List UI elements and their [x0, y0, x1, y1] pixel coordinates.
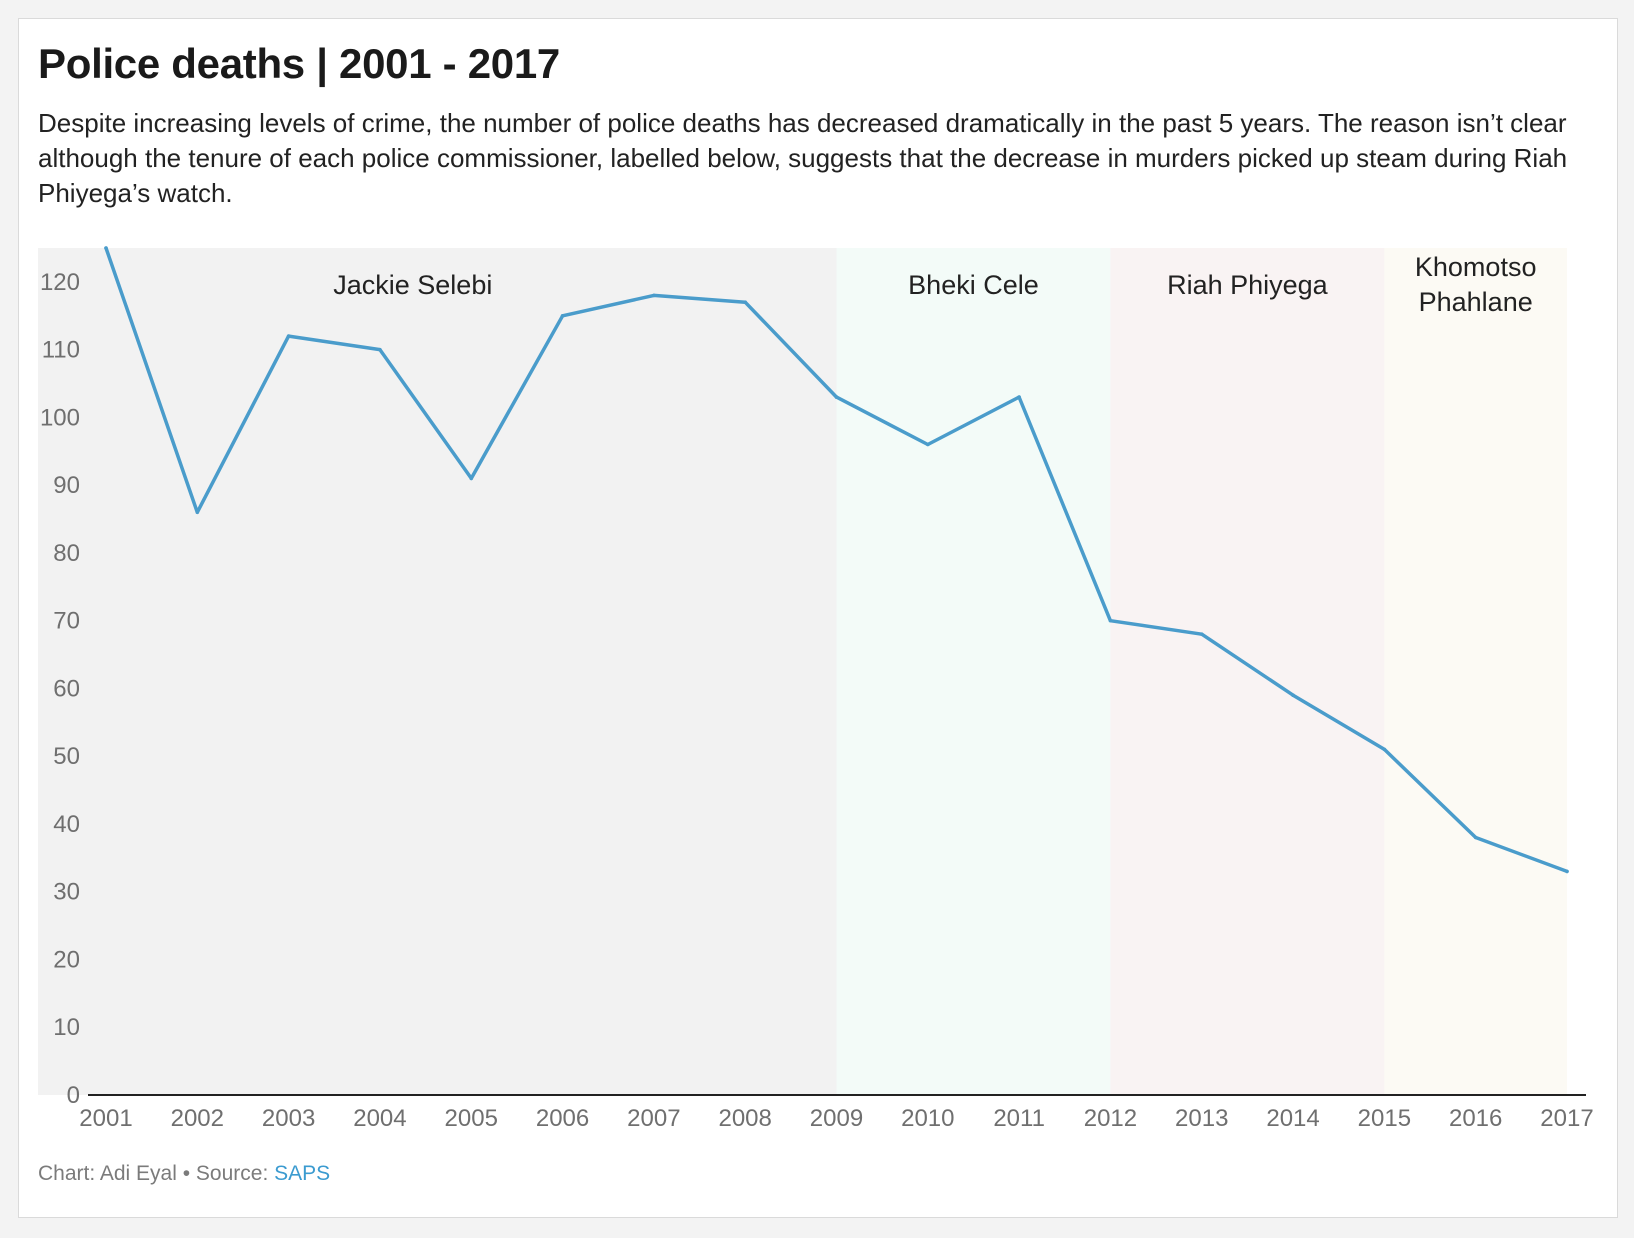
y-tick-label: 50: [53, 743, 80, 770]
data-point-2015: [1382, 747, 1387, 752]
x-tick-label: 2005: [445, 1105, 498, 1132]
commissioner-bands: [38, 248, 1567, 1095]
x-tick-label: 2015: [1358, 1105, 1411, 1132]
band-3: [1384, 248, 1567, 1095]
data-point-2007: [652, 293, 656, 298]
data-point-2017: [1565, 869, 1569, 874]
band-2: [1110, 248, 1385, 1095]
data-point-2011: [1017, 395, 1021, 399]
x-tick-label: 2007: [627, 1105, 680, 1132]
y-tick-label: 100: [40, 404, 80, 431]
chart-footer: Chart: Adi Eyal • Source: SAPS: [38, 1162, 330, 1186]
y-tick-label: 10: [53, 1014, 80, 1041]
data-point-2013: [1199, 632, 1204, 637]
data-point-2012: [1108, 618, 1113, 623]
x-tick-label: 2017: [1540, 1105, 1593, 1132]
data-point-2010: [926, 442, 930, 447]
x-tick-label: 2011: [993, 1105, 1045, 1132]
band-label-0: Jackie Selebi: [333, 270, 492, 300]
band-0: [38, 248, 837, 1095]
band-label-3: Khomotso Phahlane: [1415, 252, 1537, 317]
x-tick-label: 2004: [353, 1105, 406, 1132]
data-point-2008: [743, 300, 747, 305]
commissioner-labels: Jackie Selebi Bheki Cele Riah Phiyega Khomo…: [333, 252, 1536, 317]
y-tick-label: 40: [53, 811, 80, 838]
x-tick-label: 2016: [1449, 1105, 1502, 1132]
band-label-1: Bheki Cele: [908, 270, 1039, 300]
data-point-2002: [195, 510, 200, 515]
x-tick-label: 2012: [1084, 1105, 1137, 1132]
y-tick-label: 20: [53, 946, 80, 973]
y-tick-label: 30: [53, 879, 80, 906]
band-label-2: Riah Phiyega: [1167, 270, 1329, 300]
x-axis: 2001 2002 2003 2004 2005 2006 2007 2008 2009 2010…: [79, 1094, 1594, 1132]
x-tick-label: 2002: [171, 1105, 224, 1132]
x-tick-label: 2001: [79, 1105, 132, 1132]
data-point-2016: [1473, 835, 1478, 840]
y-tick-label: 110: [42, 337, 80, 364]
y-tick-label: 120: [40, 269, 80, 296]
x-tick-label: 2009: [810, 1105, 863, 1132]
y-tick-label: 60: [53, 675, 80, 702]
police-deaths-series: [104, 246, 1569, 874]
y-tick-label: 0: [67, 1082, 80, 1109]
y-tick-label: 70: [53, 608, 80, 635]
data-point-2009: [834, 395, 839, 399]
data-point-2003: [286, 334, 291, 338]
x-tick-label: 2003: [262, 1105, 315, 1132]
data-point-2006: [560, 313, 565, 318]
x-tick-label: 2006: [536, 1105, 589, 1132]
y-tick-label: 80: [53, 540, 80, 567]
data-point-2014: [1291, 693, 1295, 698]
x-tick-label: 2014: [1266, 1105, 1319, 1132]
data-point-2001: [104, 246, 108, 250]
x-tick-label: 2013: [1175, 1105, 1228, 1132]
band-1: [836, 248, 1111, 1095]
x-tick-label: 2010: [901, 1105, 954, 1132]
footer-credit: Chart: Adi Eyal • Source:: [38, 1162, 275, 1185]
y-axis: 0 10 20 30 40 50 60 70 80 90 100 110 120: [40, 269, 80, 1109]
x-tick-label: 2008: [718, 1105, 771, 1132]
y-tick-label: 90: [53, 472, 80, 499]
source-link[interactable]: SAPS: [274, 1162, 331, 1185]
data-point-2004: [378, 347, 382, 352]
data-point-2005: [469, 476, 474, 481]
chart-title: Police deaths | 2001 - 2017: [38, 40, 560, 87]
chart-subtitle: Despite increasing levels of crime, the …: [38, 108, 1568, 208]
